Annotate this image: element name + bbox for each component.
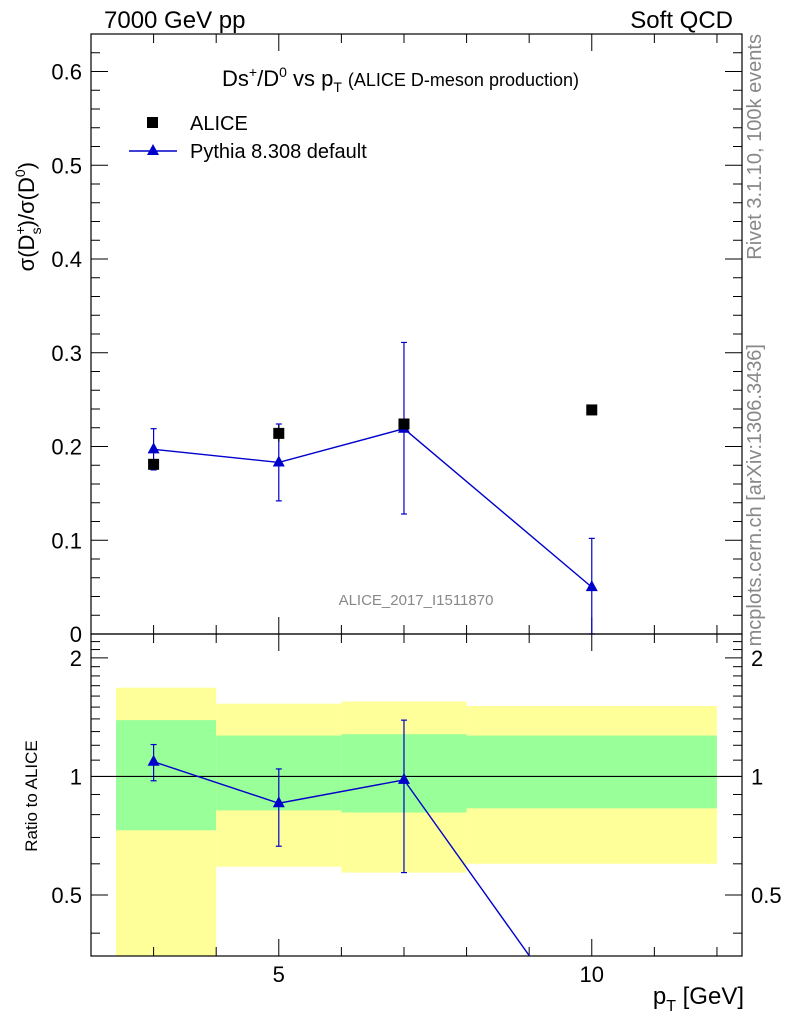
analysis-watermark: ALICE_2017_I1511870: [339, 592, 494, 609]
pythia-point: [585, 580, 598, 592]
ylabel-sub: s: [28, 227, 44, 234]
x-tick-label: 10: [580, 962, 604, 987]
alice-point: [148, 458, 160, 470]
main-y-axis-label: σ(D+s)/σ(D0): [12, 162, 44, 271]
ratio-y-tick-label: 0.5: [51, 883, 82, 908]
ratio-uncertainty-bands: [116, 687, 717, 956]
ratio-pythia-point: [272, 796, 285, 808]
y-tick-label: 0.4: [51, 247, 82, 272]
ratio-series-layer: [147, 719, 531, 956]
x-tick-label: 5: [273, 962, 285, 987]
pythia-point: [272, 455, 285, 467]
legend-pythia-marker: [147, 144, 159, 155]
title-sup1: +: [249, 64, 257, 80]
title-paren: (ALICE D-meson production): [348, 70, 579, 90]
ratio-y-axis: 0.5 0.5 1 1 2 2: [51, 633, 782, 934]
main-x-axis: [90, 34, 718, 634]
pythia-point: [147, 442, 160, 454]
ylabel-b: )/σ(D: [14, 177, 39, 227]
title-mid: /D: [257, 66, 279, 91]
header-left-label: 7000 GeV pp: [104, 7, 245, 34]
ylabel-a: σ(D: [14, 235, 39, 272]
ratio-pythia-point: [397, 772, 410, 784]
y-tick-label: 0.6: [51, 60, 82, 85]
title-main: Ds: [222, 66, 249, 91]
ratio-plot-frame: [90, 633, 743, 957]
ratio-y-tick-label: 1: [70, 764, 82, 789]
legend-alice-marker: [147, 117, 158, 128]
rivet-label: Rivet 3.1.10, 100k events: [744, 34, 766, 260]
plot-title: Ds+/D0 vs pT (ALICE D-meson production): [222, 64, 579, 95]
ratio-y-axis-label: Ratio to ALICE: [22, 740, 41, 852]
title-vs: vs p: [287, 66, 333, 91]
xlabel-sub: T: [666, 998, 676, 1015]
y-tick-label: 0.5: [51, 153, 82, 178]
inner-band: [116, 720, 217, 831]
main-y-axis: 0 0.1 0.2 0.3 0.4 0.5 0.6: [51, 33, 742, 647]
mcplots-label: mcplots.cern.ch [arXiv:1306.3436]: [744, 344, 766, 646]
y-tick-label: 0: [70, 622, 82, 647]
inner-band: [466, 735, 717, 809]
ylabel-sup: +: [12, 226, 28, 234]
y-tick-label: 0.2: [51, 435, 82, 460]
header-right-label: Soft QCD: [630, 7, 733, 34]
ratio-pythia-line: [153, 761, 531, 956]
title-sup2: 0: [279, 64, 287, 80]
legend-pythia-label: Pythia 8.308 default: [190, 141, 367, 163]
ratio-y-tick-label: 2: [70, 646, 82, 671]
alice-point: [586, 404, 598, 416]
x-axis-label: pT [GeV]: [653, 983, 744, 1015]
main-panel: 00.10.20.30.40.50.6 Ds+/D0 vs pT (ALICE D…: [12, 33, 743, 647]
ratio-panel: 0.5 0.5 1 1 2 2 5 10 Ratio to ALICE pT [GeV]: [22, 633, 782, 1015]
y-tick-label: 0.1: [51, 528, 82, 553]
legend-alice-label: ALICE: [190, 113, 248, 135]
ratio-pythia-point: [147, 754, 160, 766]
ratio-y-tick-label-right: 0.5: [751, 883, 782, 908]
title-sub: T: [333, 79, 342, 95]
y-tick-label: 0.3: [51, 341, 82, 366]
main-series-layer: [147, 341, 598, 635]
xlabel-p: p: [653, 983, 666, 1010]
pythia-line: [153, 427, 593, 588]
ratio-y-tick-label-right: 2: [751, 646, 763, 671]
ratio-x-axis: 5 10: [90, 634, 718, 987]
main-plot-frame: [90, 33, 743, 635]
alice-point: [398, 418, 410, 430]
ratio-y-tick-label-right: 1: [751, 764, 763, 789]
alice-point: [273, 427, 285, 439]
xlabel-unit: [GeV]: [676, 983, 744, 1010]
legend: ALICE Pythia 8.308 default: [129, 113, 367, 163]
ylabel-sup2: 0: [12, 169, 28, 177]
ylabel-c: ): [14, 162, 39, 169]
